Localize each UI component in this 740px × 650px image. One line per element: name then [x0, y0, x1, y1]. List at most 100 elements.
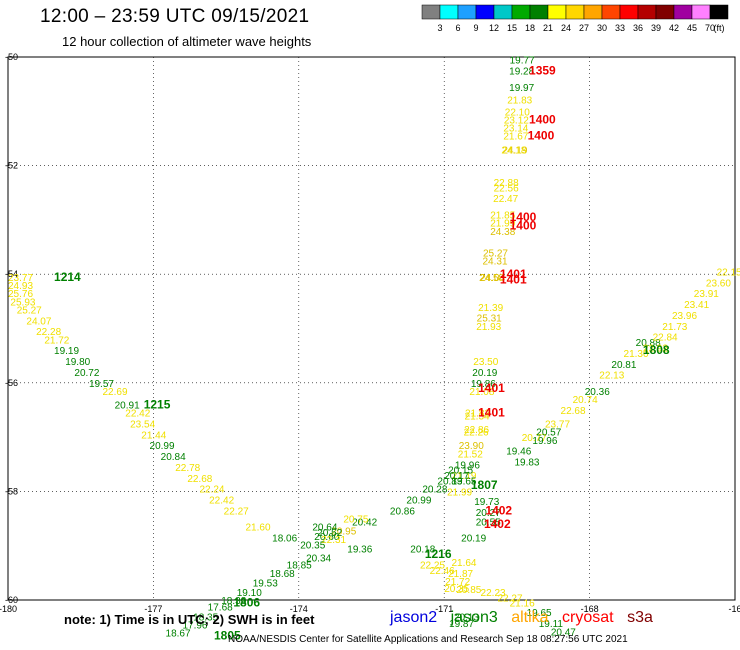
wave-height-value: 20.57	[536, 428, 561, 439]
wave-height-value: 19.65	[451, 477, 476, 488]
wave-height-value: 23.90	[459, 441, 484, 452]
wave-height-value: 19.10	[237, 588, 262, 599]
wave-height-value: 21.52	[458, 449, 483, 460]
time-label: 1401	[478, 406, 505, 420]
wave-height-value: 21.93	[476, 322, 501, 333]
wave-height-value: 18.85	[287, 561, 312, 572]
wave-height-value: 20.84	[161, 452, 186, 463]
wave-height-value: 20.27	[476, 508, 501, 519]
wave-height-value: 21.99	[447, 487, 472, 498]
wave-height-value: 21.67	[503, 132, 528, 143]
wave-height-value: 20.19	[461, 534, 486, 545]
footer-note: note: 1) Time is in UTC; 2) SWH is in fe…	[64, 612, 315, 627]
wave-height-value: 21.08	[469, 387, 494, 398]
wave-height-value: 22.78	[175, 463, 200, 474]
wave-height-value: 20.81	[611, 360, 636, 371]
wave-height-value: 19.53	[253, 579, 278, 590]
wave-height-value: 24.19	[502, 145, 527, 156]
wave-height-value: 25.27	[483, 248, 508, 259]
wave-height-value: 21.82	[465, 409, 490, 420]
wave-height-value: 20.36	[585, 387, 610, 398]
wave-height-value: 24.07	[26, 316, 51, 327]
color-legend: 3 6 9 12 15 18 21 24 27 30 33 36 39 42 45 70(ft)	[421, 4, 729, 33]
wave-height-value: 25.93	[10, 297, 35, 308]
wave-height-value: 18.33	[221, 596, 246, 607]
wave-height-value: 23.50	[473, 357, 498, 368]
wave-height-value: 19.97	[509, 83, 534, 94]
wave-height-value: 25.76	[8, 289, 33, 300]
wave-height-value: 22.84	[653, 333, 678, 344]
wave-height-value: 22.27	[224, 506, 249, 517]
wave-height-value: 22.56	[494, 183, 519, 194]
wave-height-value: 20.85	[456, 585, 481, 596]
wave-height-value: 20.75	[343, 515, 368, 526]
wave-height-value: 19.96	[532, 436, 557, 447]
wave-height-value: 22.69	[103, 387, 128, 398]
wave-height-value: 21.19	[451, 471, 476, 482]
wave-height-value: 22.28	[36, 327, 61, 338]
wave-height-value: 20.74	[573, 395, 598, 406]
x-tick-label: -180	[0, 604, 17, 614]
wave-height-value: 22.68	[561, 406, 586, 417]
legend-label: 36	[633, 23, 643, 33]
wave-height-value: 24.04	[480, 273, 505, 284]
wave-height-value: 21.44	[141, 430, 166, 441]
wave-height-value: 23.41	[684, 300, 709, 311]
legend-label: 70	[705, 23, 715, 33]
time-label: 1400	[510, 218, 537, 232]
wave-height-value: 24.38	[490, 227, 515, 238]
y-tick-label: -58	[5, 486, 18, 496]
wave-height-value: 24.18	[501, 145, 526, 156]
time-label: 1401	[500, 273, 527, 287]
time-label: 1400	[529, 112, 556, 126]
legend-label: 15	[507, 23, 517, 33]
wave-height-value: 20.47	[551, 627, 576, 638]
wave-height-value: 19.87	[449, 619, 474, 630]
wave-height-value: 20.83	[437, 477, 462, 488]
wave-height-value: 19.36	[347, 544, 372, 555]
time-label: 1402	[485, 503, 512, 517]
plot-frame	[7, 56, 736, 601]
time-label: 1806	[233, 596, 260, 610]
wave-height-value: 22.26	[464, 428, 489, 439]
legend-label: 18	[525, 23, 535, 33]
legend-label: (ft)	[714, 23, 725, 33]
wave-height-value: 21.39	[478, 303, 503, 314]
wave-height-value: 19.73	[474, 497, 499, 508]
wave-height-value: 20.55	[476, 517, 501, 528]
wave-height-value: 20.99	[150, 441, 175, 452]
wave-height-value: 20.35	[300, 541, 325, 552]
wave-height-value: 20.77	[522, 433, 547, 444]
wave-height-value: 19.57	[89, 379, 114, 390]
time-label: 1400	[510, 210, 537, 224]
y-tick-label: -60	[5, 595, 18, 605]
wave-height-value: 20.60	[314, 532, 339, 543]
wave-height-value: 23.60	[706, 278, 731, 289]
wave-height-value: 25.27	[17, 305, 42, 316]
time-label: 1214	[54, 270, 81, 284]
wave-height-value: 20.17	[444, 471, 469, 482]
legend-label: 24	[561, 23, 571, 33]
wave-height-value: 19.65	[527, 608, 552, 619]
wave-height-value: 20.28	[422, 485, 447, 496]
wave-height-value: 21.64	[451, 558, 476, 569]
wave-height-value: 22.24	[199, 485, 224, 496]
wave-height-value: 19.77	[510, 56, 535, 67]
wave-height-value: 20.35	[444, 584, 469, 595]
wave-height-value: 21.99	[490, 219, 515, 230]
time-label: 1359	[529, 64, 556, 78]
wave-height-value: 24.31	[482, 257, 507, 268]
wave-height-value: 22.47	[493, 194, 518, 205]
wave-height-value: 20.88	[636, 338, 661, 349]
legend-label: 45	[687, 23, 697, 33]
x-tick-label: -168	[581, 604, 599, 614]
legend-label: 3	[437, 23, 442, 33]
wave-height-value: 19.80	[65, 357, 90, 368]
wave-height-value: 22.88	[494, 178, 519, 189]
time-label: 1401	[478, 381, 505, 395]
wave-height-value: 23.96	[672, 311, 697, 322]
x-tick-label: -16	[728, 604, 740, 614]
wave-height-value: 22.27	[498, 593, 523, 604]
wave-height-value: 22.92	[643, 344, 668, 355]
wave-height-value: 23.91	[694, 289, 719, 300]
